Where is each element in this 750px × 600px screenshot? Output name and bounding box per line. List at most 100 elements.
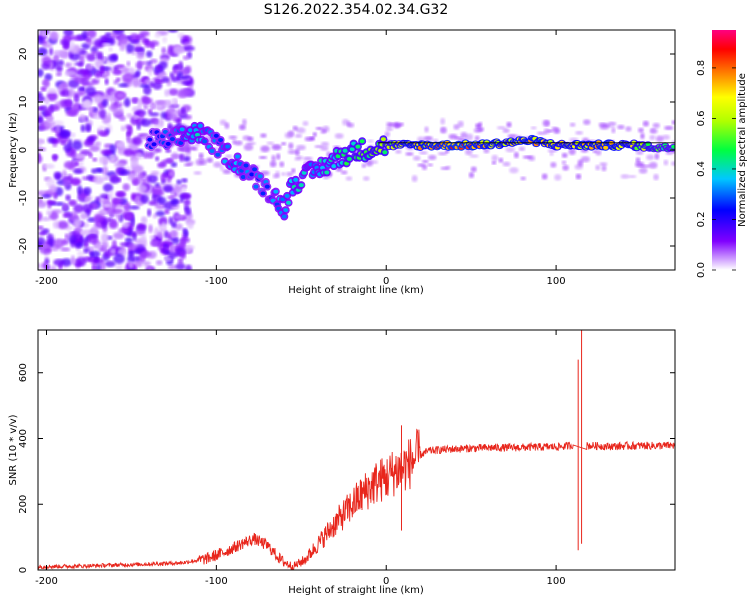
spectrogram-noise-blob (41, 216, 51, 222)
spectrogram-ridge-core (257, 174, 263, 179)
spectrogram-noise-blob (161, 76, 170, 83)
spectrogram-ridge-core (335, 154, 341, 159)
spectrogram-ridge-core (202, 139, 208, 144)
spectrogram-noise-blob (46, 91, 58, 102)
spectrogram-faint-blob (361, 163, 366, 168)
spectrogram-noise-blob (147, 174, 158, 184)
spectrogram-noise-blob (65, 98, 72, 108)
spectrogram-ridge-core (240, 175, 246, 180)
spectrogram-noise-blob (42, 78, 50, 89)
spectrogram-faint-blob (281, 142, 287, 146)
spectrogram-faint-blob (640, 133, 645, 140)
spectrogram-ridge-core (264, 184, 270, 189)
spectrogram-noise-blob (73, 93, 80, 103)
spectrogram-noise-blob (182, 55, 189, 61)
spectrogram-noise-blob (75, 256, 87, 267)
spectrogram-noise-blob (60, 247, 71, 252)
spectrogram-noise-blob (41, 43, 53, 48)
spectrogram-faint-blob (291, 168, 296, 174)
spectrogram-faint-blob (577, 159, 584, 167)
spectrogram-noise-blob (78, 86, 87, 91)
spectrogram-noise-blob (65, 194, 71, 201)
spectrogram-faint-blob (427, 154, 437, 161)
spectrogram-ridge-core (215, 152, 221, 157)
snr-series-line (38, 428, 675, 570)
spectrogram-noise-blob (68, 87, 75, 98)
spectrogram-noise-blob (140, 194, 150, 204)
spectrogram-faint-blob (507, 133, 518, 139)
spectrogram-noise-blob (70, 132, 76, 138)
spectrogram-noise-blob (64, 233, 70, 240)
spectrogram-x-label: Height of straight line (km) (288, 285, 424, 296)
spectrogram-faint-blob (491, 154, 499, 162)
spectrogram-faint-blob (505, 147, 516, 153)
y-tick-label: -20 (18, 238, 29, 254)
spectrogram-faint-blob (347, 122, 355, 128)
spectrogram-faint-blob (652, 122, 660, 129)
spectrogram-ridge-core (213, 133, 219, 138)
x-tick-label: -100 (205, 276, 228, 287)
spectrogram-noise-blob (112, 232, 125, 240)
spectrogram-noise-blob (113, 253, 125, 264)
spectrogram-faint-blob (284, 132, 294, 139)
spectrogram-faint-blob (638, 167, 648, 174)
spectrogram-noise-blob (136, 200, 143, 206)
snr-background (38, 330, 675, 570)
spectrogram-faint-blob (541, 173, 548, 180)
spectrogram-ridge-core (342, 148, 348, 153)
spectrogram-faint-blob (611, 127, 616, 134)
spectrogram-noise-blob (104, 260, 116, 268)
spectrogram-noise-blob (154, 120, 160, 127)
spectrogram-noise-blob (130, 218, 136, 226)
spectrogram-noise-blob (64, 70, 77, 77)
spectrogram-noise-blob (93, 39, 105, 49)
spectrogram-noise-blob (129, 205, 140, 210)
spectrogram-faint-blob (362, 176, 370, 181)
spectrogram-faint-blob (617, 124, 625, 130)
spectrogram-noise-blob (62, 178, 71, 187)
spectrogram-noise-blob (160, 173, 167, 182)
spectrogram-noise-blob (72, 103, 79, 110)
spectrogram-faint-blob (474, 135, 480, 141)
spectrogram-faint-blob (646, 154, 655, 161)
spectrogram-noise-blob (84, 197, 91, 203)
spectrogram-noise-blob (173, 45, 184, 55)
spectrogram-faint-blob (315, 126, 324, 130)
spectrogram-noise-blob (101, 99, 109, 107)
colorbar-gradient (712, 30, 736, 270)
spectrogram-noise-blob (154, 99, 166, 105)
spectrogram-noise-blob (38, 95, 46, 103)
spectrogram-noise-blob (38, 236, 46, 246)
spectrogram-noise-blob (112, 30, 125, 35)
spectrogram-noise-blob (42, 163, 55, 169)
spectrogram-noise-blob (65, 62, 72, 68)
spectrogram-noise-blob (109, 175, 120, 184)
spectrogram-noise-blob (68, 199, 77, 207)
spectrogram-noise-blob (161, 47, 167, 55)
spectrogram-faint-blob (247, 136, 254, 142)
spectrogram-noise-blob (38, 231, 47, 236)
spectrogram-faint-blob (575, 173, 582, 180)
spectrogram-noise-blob (96, 168, 104, 174)
spectrogram-faint-blob (266, 141, 275, 145)
spectrogram-noise-blob (146, 50, 153, 58)
spectrogram-ridge-core (359, 139, 365, 144)
spectrogram-faint-blob (583, 119, 591, 126)
spectrogram-faint-blob (177, 146, 184, 152)
spectrogram-noise-blob (150, 239, 159, 247)
spectrogram-faint-blob (219, 165, 225, 172)
spectrogram-noise-blob (46, 209, 52, 216)
spectrogram-noise-blob (147, 266, 153, 270)
spectrogram-noise-blob (47, 238, 56, 247)
spectrogram-faint-blob (598, 122, 607, 127)
spectrogram-faint-blob (628, 175, 637, 179)
spectrogram-faint-blob (276, 153, 281, 160)
spectrogram-noise-blob (171, 204, 180, 210)
spectrogram-noise-blob (108, 152, 116, 162)
spectrogram-noise-blob (52, 220, 59, 229)
spectrogram-noise-blob (38, 106, 44, 111)
spectrogram-noise-blob (171, 237, 180, 244)
spectrogram-noise-blob (98, 198, 110, 204)
spectrogram-noise-blob (142, 151, 149, 159)
